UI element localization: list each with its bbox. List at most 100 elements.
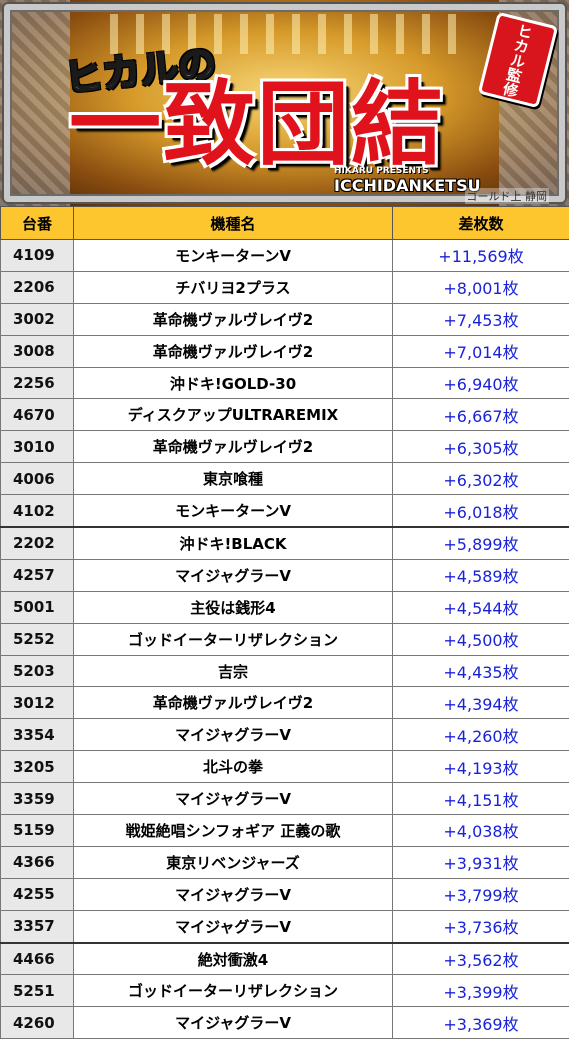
machine-number-cell: 4260	[1, 1007, 74, 1039]
coin-diff-cell: +11,569枚	[393, 240, 569, 272]
coin-diff-cell: +6,018枚	[393, 495, 569, 527]
coin-diff-cell: +6,667枚	[393, 399, 569, 431]
machine-number-cell: 2202	[1, 527, 74, 559]
banner-title: 一致団結	[22, 74, 492, 174]
machine-number-cell: 4102	[1, 495, 74, 527]
machine-model-cell: モンキーターンV	[74, 495, 393, 527]
coin-diff-cell: +4,435枚	[393, 655, 569, 687]
machine-model-cell: マイジャグラーV	[74, 910, 393, 942]
machine-model-cell: 吉宗	[74, 655, 393, 687]
coin-diff-cell: +4,500枚	[393, 623, 569, 655]
machine-number-cell: 3354	[1, 719, 74, 751]
coin-diff-cell: +4,260枚	[393, 719, 569, 751]
machine-number-cell: 5001	[1, 591, 74, 623]
coin-diff-cell: +8,001枚	[393, 271, 569, 303]
coin-diff-cell: +6,302枚	[393, 463, 569, 495]
machine-model-cell: 沖ドキ!GOLD-30	[74, 367, 393, 399]
coin-diff-cell: +3,399枚	[393, 975, 569, 1007]
machine-model-cell: マイジャグラーV	[74, 878, 393, 910]
coin-diff-cell: +6,940枚	[393, 367, 569, 399]
machine-model-cell: ゴッドイーターリザレクション	[74, 975, 393, 1007]
machine-model-cell: モンキーターンV	[74, 240, 393, 272]
coin-diff-cell: +4,394枚	[393, 687, 569, 719]
banner-presents-small: HIKARU PRESENTS	[334, 166, 429, 176]
machine-number-cell: 4366	[1, 846, 74, 878]
machine-model-cell: 東京リベンジャーズ	[74, 846, 393, 878]
machine-model-cell: 沖ドキ!BLACK	[74, 527, 393, 559]
machine-model-cell: 革命機ヴァルヴレイヴ2	[74, 335, 393, 367]
coin-diff-cell: +3,736枚	[393, 910, 569, 942]
machine-model-cell: ゴッドイーターリザレクション	[74, 623, 393, 655]
header-model: 機種名	[74, 207, 393, 240]
machine-model-cell: 革命機ヴァルヴレイヴ2	[74, 687, 393, 719]
machine-number-cell: 3012	[1, 687, 74, 719]
coin-diff-cell: +3,931枚	[393, 846, 569, 878]
machine-number-cell: 4006	[1, 463, 74, 495]
machine-number-cell: 3357	[1, 910, 74, 942]
machine-model-cell: 東京喰種	[74, 463, 393, 495]
machine-model-cell: ディスクアップULTRAREMIX	[74, 399, 393, 431]
machine-number-cell: 4466	[1, 943, 74, 975]
coin-diff-cell: +3,799枚	[393, 878, 569, 910]
machine-number-cell: 2206	[1, 271, 74, 303]
machine-model-cell: 戦姫絶唱シンフォギア 正義の歌	[74, 815, 393, 847]
header-diff: 差枚数	[393, 207, 569, 240]
table-header-row: 台番 機種名 差枚数	[1, 207, 569, 240]
machine-number-cell: 4109	[1, 240, 74, 272]
banner-presents-main: ICCHIDANKETSU	[334, 176, 481, 195]
coin-diff-cell: +4,193枚	[393, 751, 569, 783]
banner-credit: ゴールド上 静岡	[465, 188, 550, 204]
machine-model-cell: 革命機ヴァルヴレイヴ2	[74, 303, 393, 335]
machine-number-cell: 5159	[1, 815, 74, 847]
machine-model-cell: 革命機ヴァルヴレイヴ2	[74, 431, 393, 463]
coin-diff-cell: +7,453枚	[393, 303, 569, 335]
coin-diff-cell: +3,562枚	[393, 943, 569, 975]
machine-number-cell: 2256	[1, 367, 74, 399]
machine-number-cell: 5251	[1, 975, 74, 1007]
machine-number-cell: 3010	[1, 431, 74, 463]
coin-diff-cell: +7,014枚	[393, 335, 569, 367]
coin-diff-cell: +4,038枚	[393, 815, 569, 847]
coin-diff-cell: +4,151枚	[393, 783, 569, 815]
machine-model-cell: チバリヨ2プラス	[74, 271, 393, 303]
machine-model-cell: マイジャグラーV	[74, 783, 393, 815]
machine-number-cell: 3008	[1, 335, 74, 367]
coin-diff-cell: +5,899枚	[393, 527, 569, 559]
machine-number-cell: 5203	[1, 655, 74, 687]
machine-model-cell: 北斗の拳	[74, 751, 393, 783]
machine-model-cell: マイジャグラーV	[74, 719, 393, 751]
machine-number-cell: 3359	[1, 783, 74, 815]
coin-diff-cell: +6,305枚	[393, 431, 569, 463]
event-banner: ヒカルの 一致団結 ヒカル監修 HIKARU PRESENTS ICCHIDAN…	[0, 0, 569, 206]
machine-number-cell: 3002	[1, 303, 74, 335]
machine-number-cell: 3205	[1, 751, 74, 783]
machine-number-cell: 5252	[1, 623, 74, 655]
machine-model-cell: 主役は銭形4	[74, 591, 393, 623]
machine-number-cell: 4255	[1, 878, 74, 910]
banner-badge-label: ヒカル監修	[499, 21, 538, 99]
machine-number-cell: 4257	[1, 559, 74, 591]
header-number: 台番	[1, 207, 74, 240]
